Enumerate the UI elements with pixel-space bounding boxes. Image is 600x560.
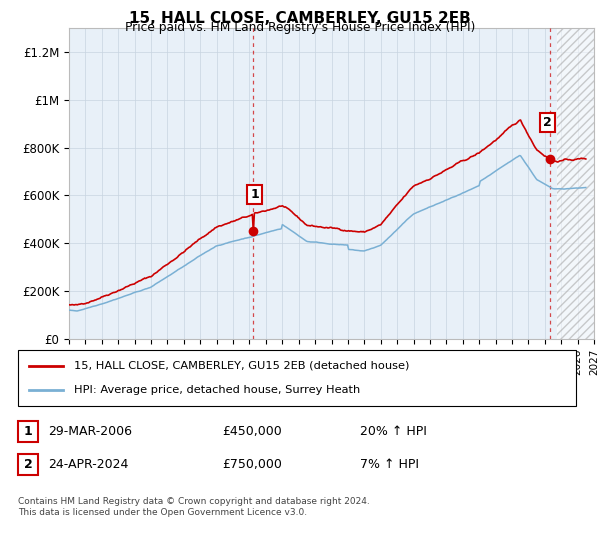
Text: 24-APR-2024: 24-APR-2024 [48,458,128,472]
Text: 2: 2 [23,458,32,472]
Text: 15, HALL CLOSE, CAMBERLEY, GU15 2EB (detached house): 15, HALL CLOSE, CAMBERLEY, GU15 2EB (det… [74,361,409,371]
Text: Contains HM Land Registry data © Crown copyright and database right 2024.
This d: Contains HM Land Registry data © Crown c… [18,497,370,517]
Text: £450,000: £450,000 [222,424,282,438]
Bar [557,28,594,339]
Text: £750,000: £750,000 [222,458,282,472]
Text: 7% ↑ HPI: 7% ↑ HPI [360,458,419,472]
FancyBboxPatch shape [18,350,576,406]
Text: 1: 1 [251,188,259,200]
Bar [557,28,594,339]
Text: 29-MAR-2006: 29-MAR-2006 [48,424,132,438]
Text: Price paid vs. HM Land Registry's House Price Index (HPI): Price paid vs. HM Land Registry's House … [125,21,475,34]
Text: 1: 1 [23,424,32,438]
Text: HPI: Average price, detached house, Surrey Heath: HPI: Average price, detached house, Surr… [74,385,360,395]
Text: 15, HALL CLOSE, CAMBERLEY, GU15 2EB: 15, HALL CLOSE, CAMBERLEY, GU15 2EB [129,11,471,26]
Text: 2: 2 [543,116,551,129]
Text: 20% ↑ HPI: 20% ↑ HPI [360,424,427,438]
